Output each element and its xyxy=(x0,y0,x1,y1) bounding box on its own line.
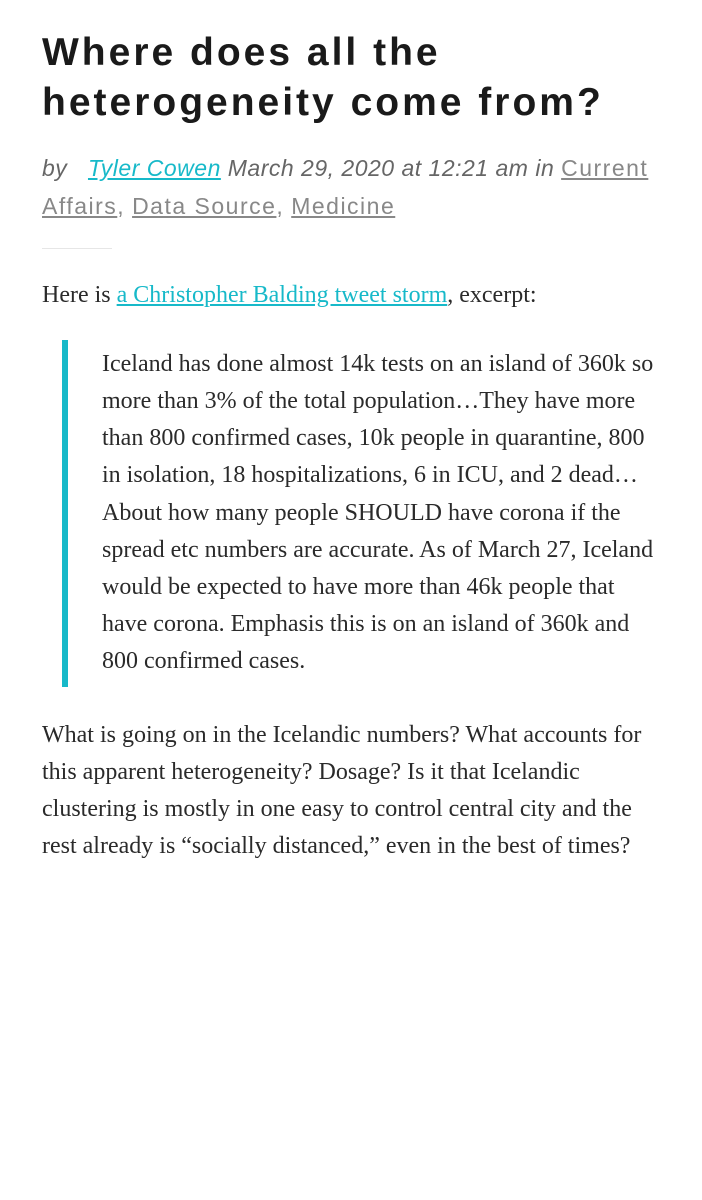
tweet-storm-link[interactable]: a Christopher Balding tweet storm xyxy=(117,282,448,308)
author-link[interactable]: Tyler Cowen xyxy=(88,155,221,181)
cat-sep: , xyxy=(117,193,125,219)
intro-paragraph: Here is a Christopher Balding tweet stor… xyxy=(42,277,666,314)
blockquote: Iceland has done almost 14k tests on an … xyxy=(62,340,666,687)
category-medicine[interactable]: Medicine xyxy=(291,193,395,219)
category-data-source[interactable]: Data Source xyxy=(132,193,276,219)
paragraph-2: What is going on in the Icelandic number… xyxy=(42,717,666,866)
byline-by: by xyxy=(42,155,67,181)
divider xyxy=(42,248,112,249)
post-title: Where does all the heterogeneity come fr… xyxy=(42,28,666,128)
intro-pre: Here is xyxy=(42,282,117,308)
cat-sep: , xyxy=(276,193,284,219)
intro-post: , excerpt: xyxy=(447,282,536,308)
quote-text: Iceland has done almost 14k tests on an … xyxy=(102,351,653,675)
byline-in: in xyxy=(535,155,554,181)
post-date: March 29, 2020 at 12:21 am xyxy=(228,155,529,181)
byline: by Tyler Cowen March 29, 2020 at 12:21 a… xyxy=(42,150,666,226)
